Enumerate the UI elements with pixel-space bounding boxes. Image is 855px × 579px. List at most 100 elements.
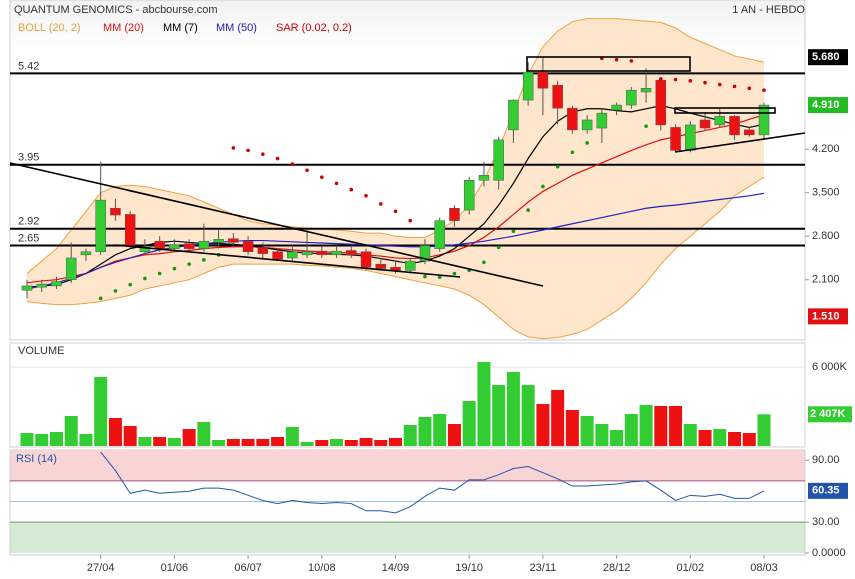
x-tick-label: 01/06 [161,562,189,574]
candle-body [51,281,62,287]
rsi-line [100,451,765,514]
volume-bar [447,424,461,446]
candle-body [228,238,239,243]
last-rsi-label: 60.35 [812,485,840,497]
volume-bar [477,362,491,446]
sar-dot [364,193,368,198]
volume-bar [359,438,373,446]
price-marker-label: 4.910 [812,99,840,111]
sar-dot [555,164,560,169]
volume-bar [226,439,240,446]
volume-bar [182,429,196,446]
bollinger-lower [26,176,765,340]
volume-bar [418,417,432,446]
legend-entry: SAR (0.02, 0.2) [276,22,352,34]
volume-bar [167,438,181,446]
candle-body [626,89,637,106]
chart-subtitle: 1 AN - HEBDO [732,4,805,16]
sar-dot [717,82,722,87]
annotations [9,56,806,287]
volume-bar [433,414,447,446]
candle-body [508,99,519,131]
candle-body [552,84,563,109]
sar-dot [202,258,206,262]
x-tick-label: 10/08 [308,562,336,574]
sar-dot [305,168,309,173]
legend-entry: BOLL (20, 2) [18,22,81,34]
last-rsi-box [808,482,848,499]
candle-body [331,250,342,256]
volume-bar [330,439,344,446]
x-tick-label: 06/07 [234,562,262,574]
legend-entry: MM (20) [103,22,144,34]
candle-body [169,244,180,249]
candle-body [655,79,667,126]
sar-dot [644,124,648,128]
sar-dot [482,260,486,265]
sar-dot [747,86,752,91]
moving-average [26,192,765,290]
candle-body [213,239,224,243]
volume-bar [94,377,108,446]
candle-body [242,240,254,252]
sar-dot [614,57,619,62]
level-label: 3.95 [18,152,39,164]
sar-dot [246,148,250,153]
sar-dot [437,275,442,280]
sar-dot [423,274,427,279]
sar-dot [511,229,516,234]
candle-body [287,251,298,259]
candle-body [21,285,33,291]
sar-dot [585,141,589,145]
candle-body [154,240,165,249]
y-tick-label: 0.0000 [812,547,846,559]
volume-bar [565,410,579,446]
candle-body [685,124,696,151]
oversold-zone [10,522,805,553]
candle-body [124,214,136,246]
volume-bar [713,429,727,446]
level-label: 2.92 [18,216,39,228]
bollinger-upper [26,18,765,274]
chart-title: QUANTUM GENOMICS - abcbourse.com [14,4,218,16]
volume-bar [285,427,299,446]
volume-bar [344,440,358,446]
y-tick-label: 6 000K [812,361,848,373]
candle-body [611,104,622,111]
volume-bar [79,434,93,446]
x-tick-label: 14/09 [382,562,410,574]
x-tick-label: 01/02 [677,562,705,574]
bollinger-fill [27,18,764,339]
volume-bar [698,430,712,446]
panel-title: VOLUME [18,345,64,357]
trend-line [674,132,806,153]
sar-dot [526,208,530,212]
sar-dot [261,152,265,156]
sar-dot [231,146,236,150]
candle-body [699,119,711,129]
annotation-box [526,56,691,72]
sar-dot [290,162,295,166]
trend-line [114,244,461,278]
volume-bar [639,405,653,446]
volume-bar [271,437,285,446]
volume-bar [241,439,255,446]
volume-bar [49,432,63,446]
y-tick-label: 2.100 [812,274,840,286]
volume-bar [610,430,624,446]
candle-body [670,127,681,151]
candle-body [257,247,269,254]
volume-bar [492,385,506,446]
sar-dot [762,88,766,92]
volume-bar [300,442,314,446]
level-label: 5.42 [18,60,39,72]
candle-body [434,220,445,249]
candle-body [198,240,210,249]
y-tick-label: 30.00 [812,516,840,528]
y-tick-label: 3.500 [812,187,840,199]
candle-body [95,199,106,252]
volume-bar [256,439,270,446]
sar-dot [275,156,280,161]
candle-body [65,257,77,280]
candle-body [729,115,740,136]
